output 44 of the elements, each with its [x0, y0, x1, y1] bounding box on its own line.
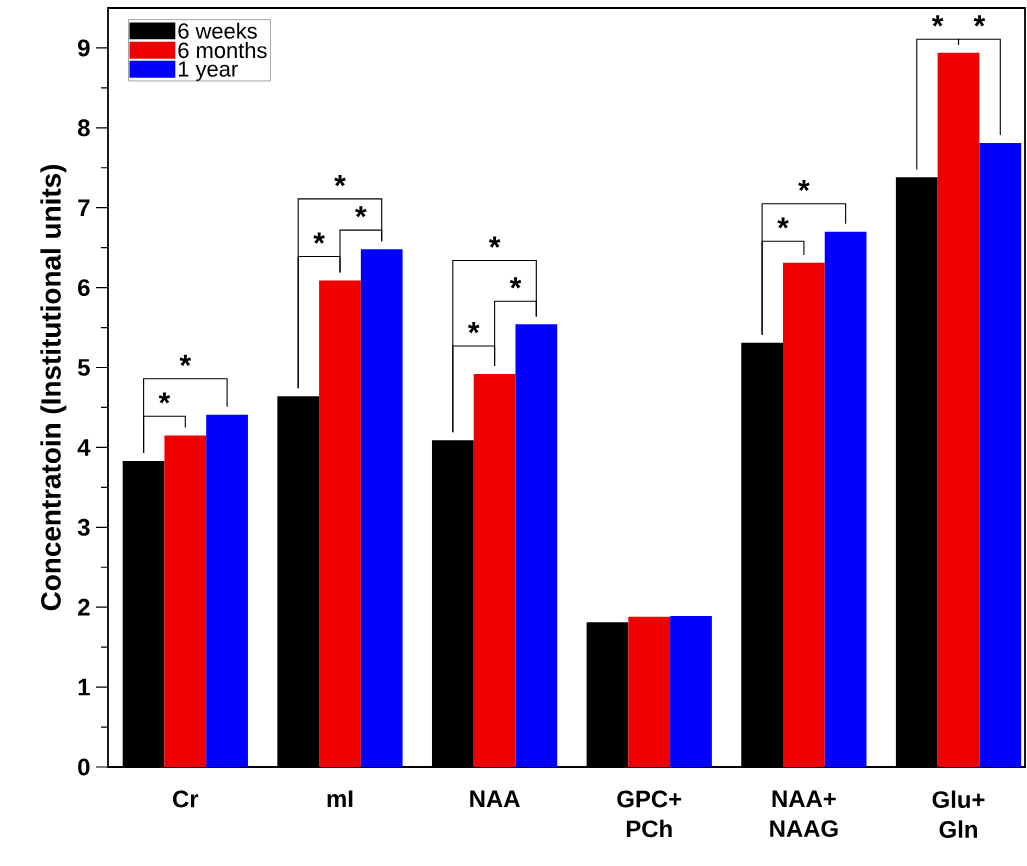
bar [515, 324, 558, 767]
y-axis-title: Concentratoin (Institutional units) [40, 164, 67, 611]
bar [360, 249, 403, 767]
annotation: * [313, 232, 325, 244]
y-tick-label: 7 [78, 199, 90, 216]
legend-label: 6 weeks [178, 22, 257, 39]
y-tick-label: 0 [78, 758, 90, 776]
annotation: * [334, 175, 346, 187]
x-tick-label: NAA+ NAAG [770, 790, 838, 838]
y-tick-label: 1 [78, 678, 90, 696]
y-tick-label: 4 [77, 439, 91, 456]
bar [628, 616, 671, 767]
bar [473, 373, 516, 767]
y-tick-label: 3 [77, 518, 90, 536]
annotation: * [509, 277, 522, 289]
annotation: * [488, 236, 501, 248]
y-tick-label: 2 [78, 598, 90, 616]
annotation: * [798, 179, 810, 192]
y-tick-label: 9 [78, 39, 90, 57]
annotation: * [973, 15, 986, 27]
bar [670, 615, 712, 767]
bar [783, 262, 825, 767]
y-tick-label: 5 [77, 359, 90, 376]
x-tick-label: mI [327, 790, 353, 807]
annotation: * [179, 354, 192, 366]
x-tick-label: Cr [173, 790, 199, 808]
legend-label: 1 year [178, 61, 238, 82]
x-tick-label: GPC+ PCh [617, 790, 682, 838]
legend-label: 6 months [178, 42, 267, 59]
y-tick-label: 6 [78, 279, 90, 297]
x-tick-label: Glu+ Gln [932, 790, 985, 838]
x-tick-label: NAA [470, 790, 520, 807]
annotation: * [355, 206, 367, 218]
bar [979, 143, 1022, 767]
annotation: * [158, 392, 171, 404]
annotation: * [777, 217, 789, 229]
annotation: * [467, 322, 480, 334]
bar [824, 231, 867, 767]
bar [206, 414, 248, 767]
annotation: * [931, 15, 944, 27]
bar [937, 52, 980, 767]
y-tick-label: 8 [77, 119, 90, 137]
bar [319, 280, 361, 767]
bar [164, 435, 207, 767]
